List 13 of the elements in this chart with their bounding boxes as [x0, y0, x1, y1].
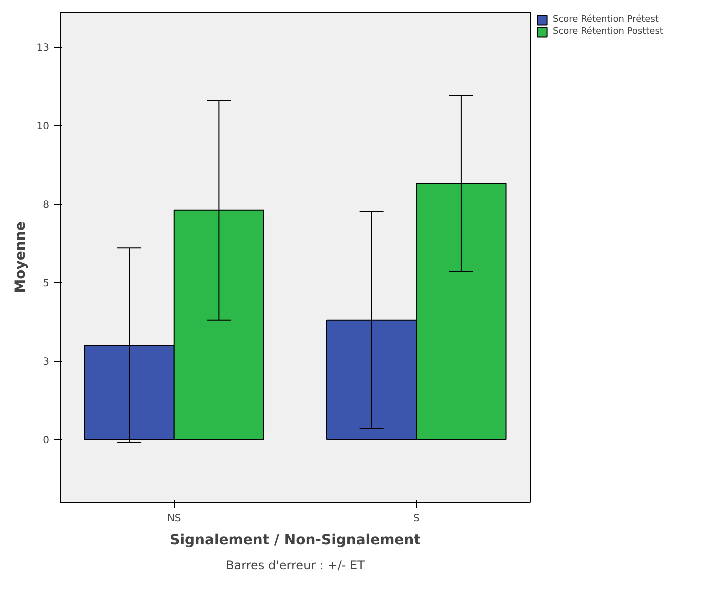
y-tick-label: 0 — [43, 436, 50, 447]
y-axis-title: Moyenne — [12, 222, 29, 294]
x-tick-label: S — [413, 514, 420, 524]
y-tick-label: 3 — [43, 357, 50, 368]
y-tick-label: 13 — [36, 43, 50, 54]
y-tick-label: 10 — [36, 122, 50, 133]
x-axis-title: Signalement / Non-Signalement — [170, 532, 422, 548]
legend-label: Score Rétention Prétest — [553, 15, 659, 25]
text: Barres d'erreur : +/- ET — [226, 558, 366, 572]
y-tick-label: 5 — [43, 278, 50, 290]
y-tick-label: 8 — [43, 200, 50, 212]
x-tick-label: NS — [167, 514, 182, 524]
legend-label: Score Rétention Posttest — [553, 27, 664, 37]
